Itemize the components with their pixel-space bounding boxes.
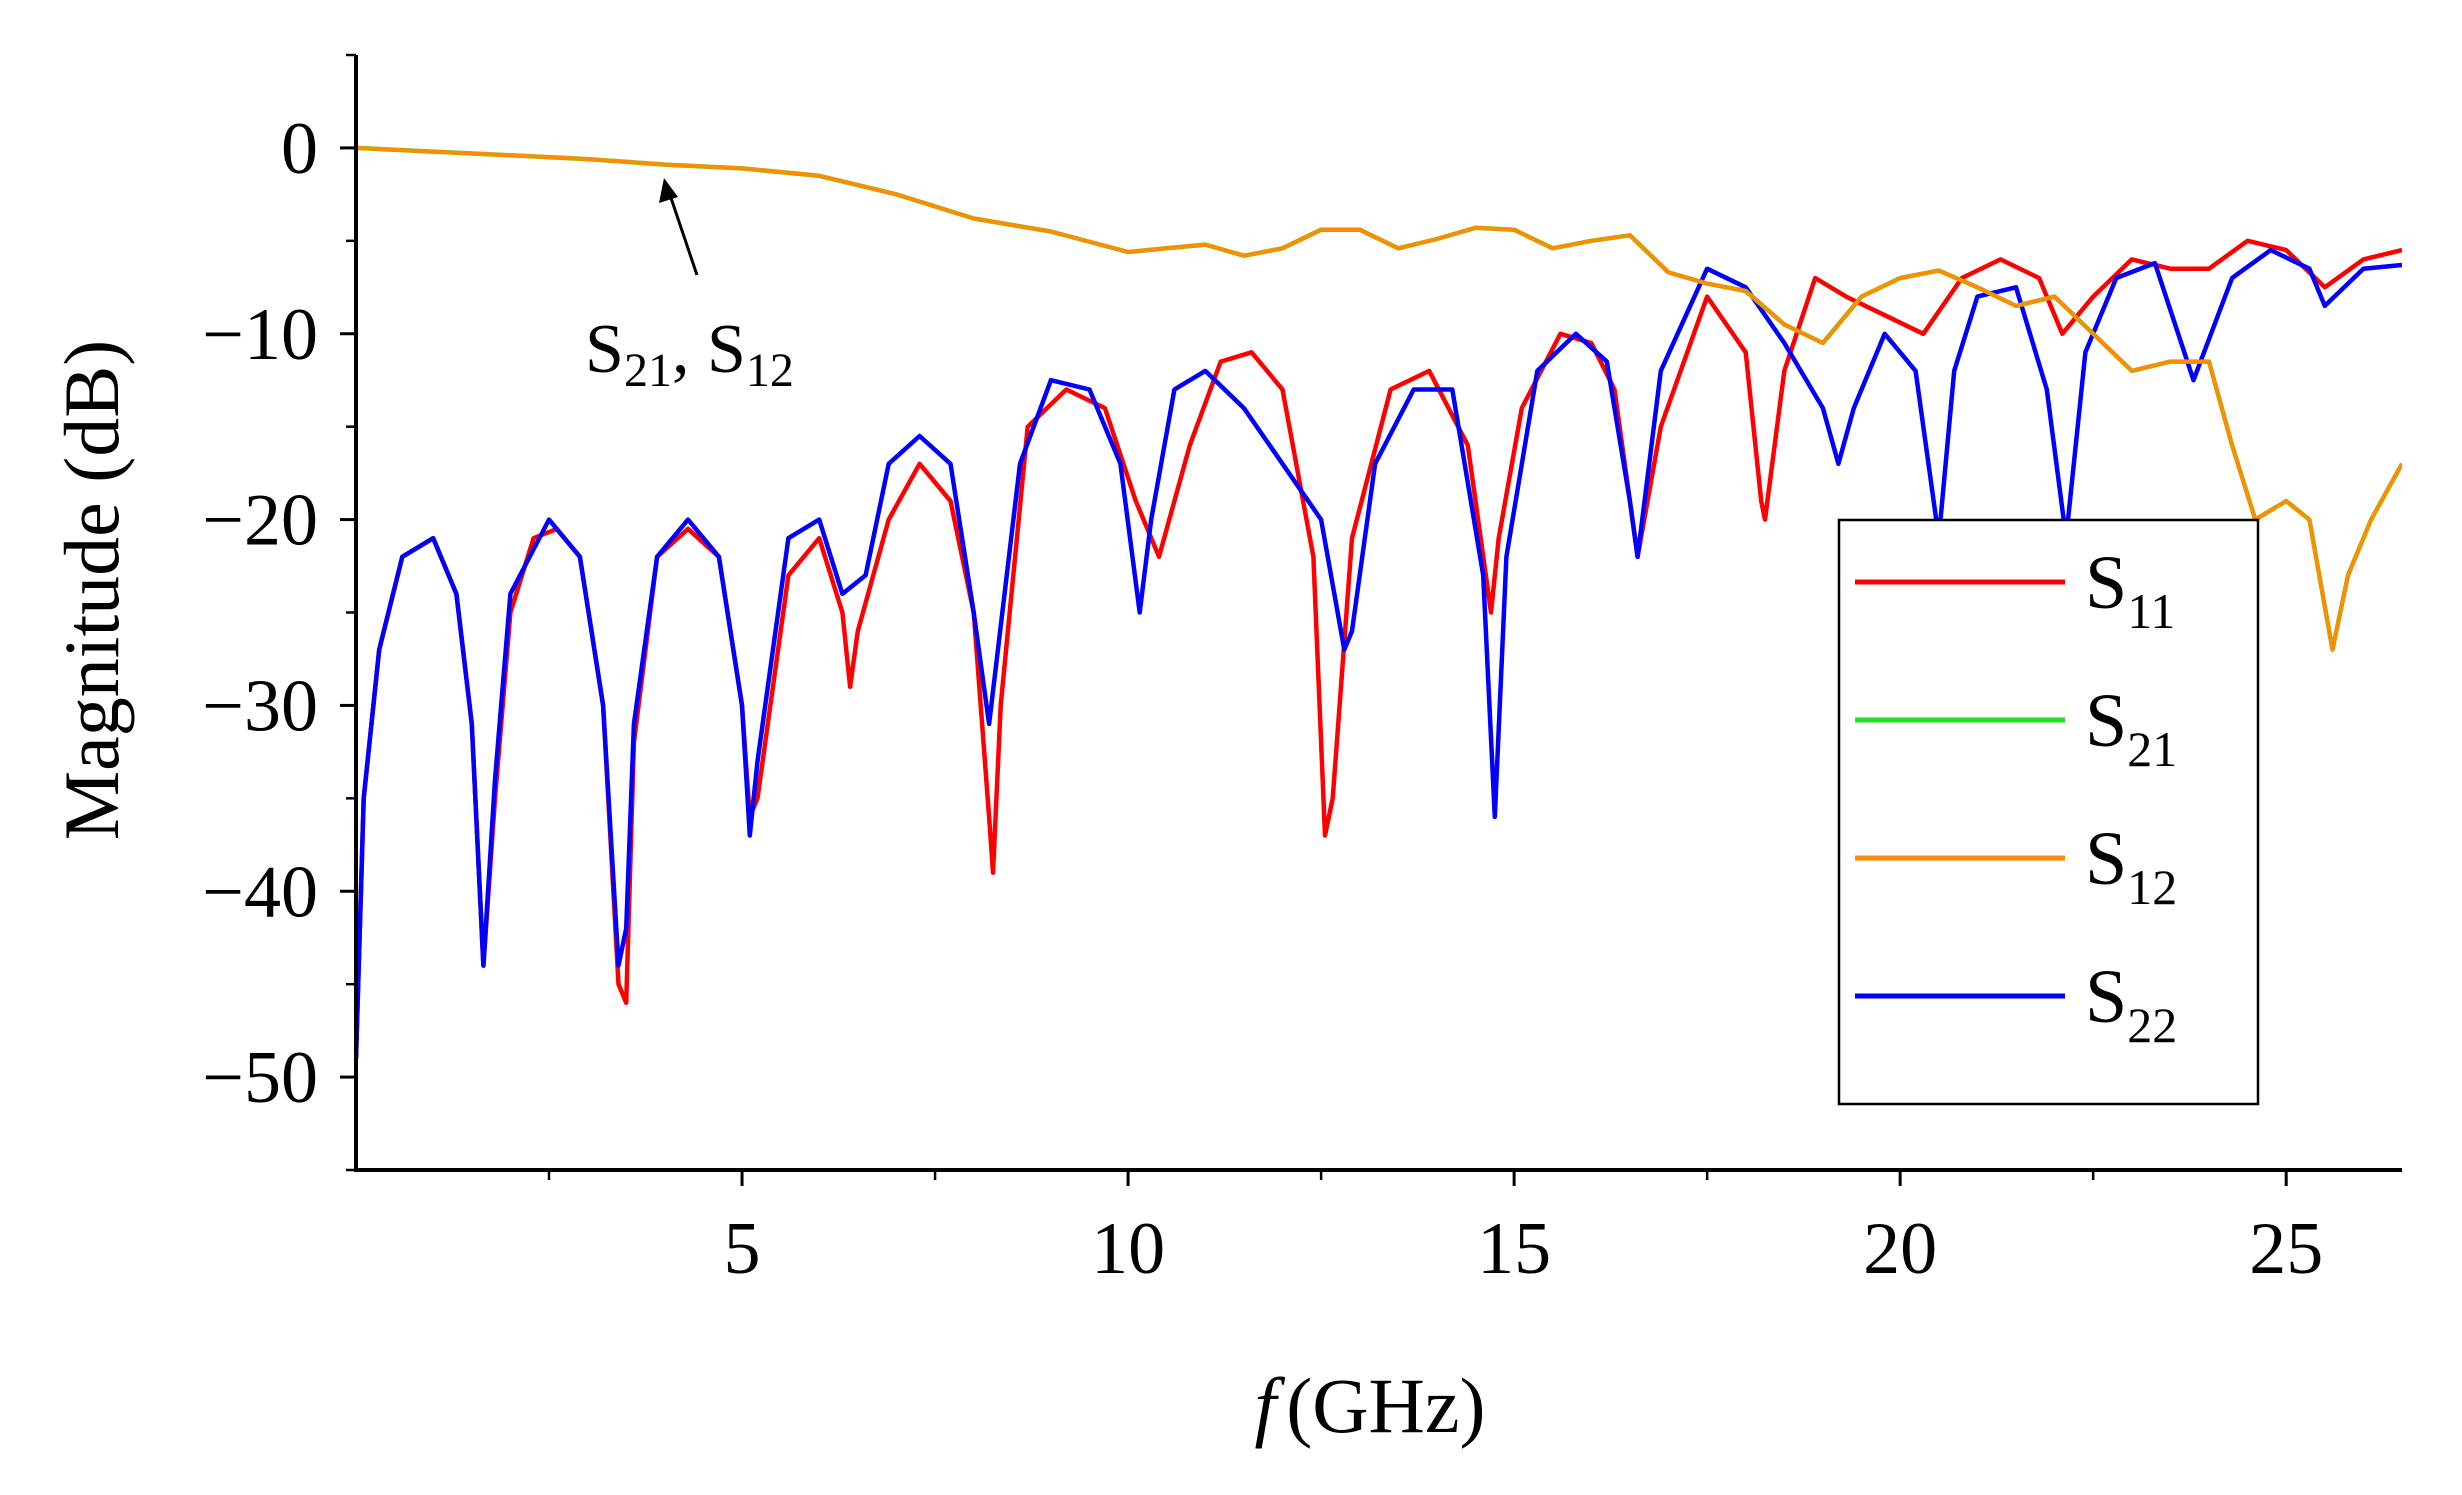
annotation-label: S21, S12 (585, 311, 794, 397)
series-line-s22 (356, 247, 2402, 1059)
annotation-arrowhead (659, 178, 678, 203)
legend-item: S11 (1855, 541, 2175, 639)
legend: S11 S21 S12 S22 (1837, 518, 2260, 1106)
legend-label: S21 (2085, 679, 2177, 777)
y-tick-label: −40 (202, 851, 318, 933)
annotation-arrow-line (668, 194, 699, 276)
series-layer (356, 145, 2402, 1059)
x-tick-label: 15 (1477, 1208, 1551, 1290)
x-axis-title: f (GHz) (1255, 1362, 1486, 1449)
legend-label: S22 (2085, 955, 2177, 1053)
legend-item: S21 (1855, 679, 2177, 777)
legend-label: S11 (2085, 541, 2175, 639)
legend-box (1837, 518, 2260, 1106)
x-tick-label: 20 (1863, 1208, 1937, 1290)
s21-s12-annotation: S21, S12 (585, 178, 794, 397)
ticks: 5 10 15 20 25 0 −10 −20 −30 −40 −50 (202, 53, 2323, 1290)
y-tick-label: 0 (281, 108, 318, 190)
y-tick-label: −20 (202, 480, 318, 562)
legend-item: S22 (1855, 955, 2177, 1053)
x-axis-title-symbol: f (1255, 1362, 1286, 1449)
x-tick-label: 5 (724, 1208, 761, 1290)
legend-item: S12 (1855, 817, 2177, 915)
legend-label: S12 (2085, 817, 2177, 915)
series-line-s12 (356, 145, 2402, 652)
y-tick-label: −50 (202, 1037, 318, 1119)
x-tick-label: 10 (1091, 1208, 1165, 1290)
x-tick-label: 25 (2249, 1208, 2323, 1290)
y-tick-label: −10 (202, 294, 318, 376)
x-axis-title-unit: (GHz) (1286, 1362, 1485, 1449)
y-axis-title: Magnitude (dB) (48, 340, 135, 840)
y-tick-label: −30 (202, 665, 318, 747)
